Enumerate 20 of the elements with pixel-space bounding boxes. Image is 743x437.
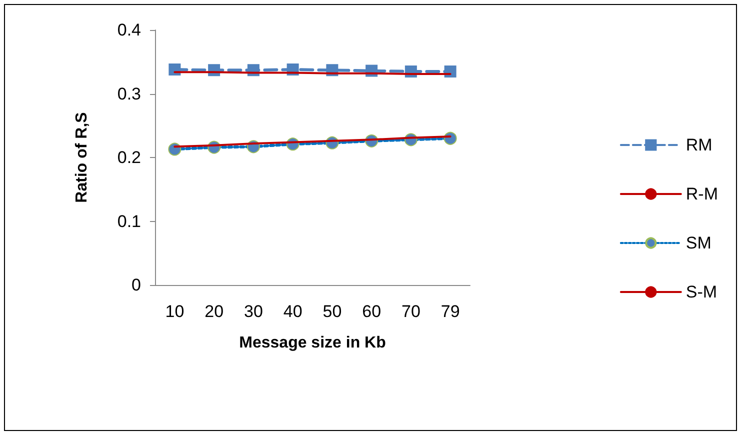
x-tick-label: 40 [283, 302, 302, 321]
y-axis-title: Ratio of R,S [74, 112, 90, 203]
y-tick-label: 0 [132, 276, 141, 294]
x-tick-label: 79 [440, 302, 460, 321]
x-tick-label: 50 [322, 302, 342, 321]
x-tick-label: 30 [244, 302, 263, 321]
x-axis-title: Message size in Kb [239, 334, 386, 352]
y-tick-label: 0.3 [117, 84, 141, 104]
x-tick-label: 70 [401, 302, 420, 321]
x-tick-label: 10 [165, 302, 184, 321]
legend-label: S-M [686, 282, 718, 302]
x-tick-label: 20 [204, 302, 224, 321]
y-tick-label: 0.1 [117, 212, 141, 231]
point [444, 65, 456, 78]
x-tick-label: 60 [362, 302, 382, 321]
legend-label: SM [686, 234, 712, 252]
y-tick-label: 0.2 [117, 148, 141, 167]
legend-label: RM [686, 136, 712, 154]
y-tick-label: 0.4 [117, 20, 141, 40]
legend-label: R-M [686, 184, 718, 204]
